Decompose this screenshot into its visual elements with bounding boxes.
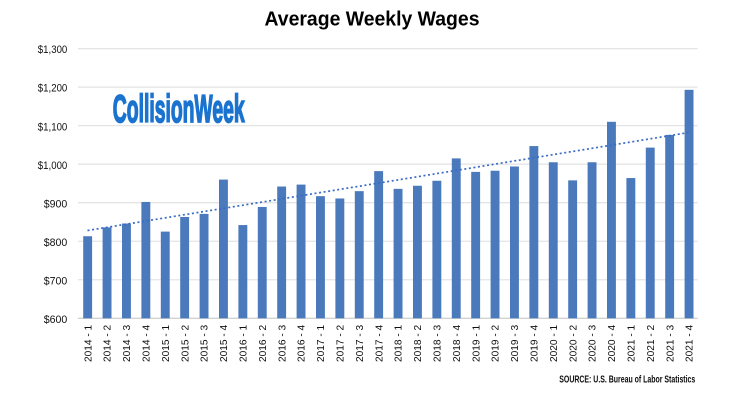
svg-text:2016 - 3: 2016 - 3 [276,325,288,362]
svg-text:2020 - 4: 2020 - 4 [606,325,618,362]
svg-text:2018 - 3: 2018 - 3 [431,325,443,362]
svg-text:$1,100: $1,100 [38,121,68,133]
svg-text:2021 - 3: 2021 - 3 [664,325,676,362]
svg-text:$1,200: $1,200 [38,83,68,95]
svg-text:2017 - 4: 2017 - 4 [373,325,385,362]
svg-text:2021 - 1: 2021 - 1 [625,325,637,362]
svg-text:2014 - 2: 2014 - 2 [102,325,114,362]
svg-text:2018 - 2: 2018 - 2 [412,325,424,362]
svg-text:2014 - 4: 2014 - 4 [140,325,152,362]
svg-text:$900: $900 [44,198,68,210]
svg-text:2021 - 2: 2021 - 2 [645,325,657,362]
svg-text:$700: $700 [44,275,68,287]
svg-text:2016 - 1: 2016 - 1 [237,325,249,362]
svg-text:CollisionWeek: CollisionWeek [113,88,245,131]
svg-text:2017 - 3: 2017 - 3 [354,325,366,362]
svg-text:2016 - 4: 2016 - 4 [296,325,308,362]
svg-text:2017 - 2: 2017 - 2 [334,325,346,362]
svg-text:2018 - 4: 2018 - 4 [451,325,463,362]
svg-text:2014 - 3: 2014 - 3 [121,325,133,362]
svg-text:2019 - 2: 2019 - 2 [490,325,502,362]
svg-text:2018 - 1: 2018 - 1 [393,325,405,362]
svg-text:2020 - 3: 2020 - 3 [587,325,599,362]
svg-text:2019 - 3: 2019 - 3 [509,325,521,362]
svg-text:2016 - 2: 2016 - 2 [257,325,269,362]
svg-text:2015 - 1: 2015 - 1 [160,325,172,362]
svg-text:2020 - 2: 2020 - 2 [567,325,579,362]
svg-text:Average Weekly Wages: Average Weekly Wages [265,8,480,31]
svg-text:$800: $800 [44,237,68,249]
svg-text:2017 - 1: 2017 - 1 [315,325,327,362]
svg-text:2015 - 4: 2015 - 4 [218,325,230,362]
svg-text:2020 - 1: 2020 - 1 [548,325,560,362]
svg-text:SOURCE: U.S. Bureau of Labor S: SOURCE: U.S. Bureau of Labor Statistics [559,374,695,385]
svg-text:2015 - 3: 2015 - 3 [199,325,211,362]
svg-text:$1,300: $1,300 [38,44,68,56]
svg-text:2019 - 1: 2019 - 1 [470,325,482,362]
svg-text:2015 - 2: 2015 - 2 [179,325,191,362]
svg-text:$1,000: $1,000 [38,160,68,172]
svg-text:$600: $600 [44,314,68,326]
svg-text:2014 - 1: 2014 - 1 [82,325,94,362]
svg-text:2021 - 4: 2021 - 4 [684,325,696,362]
svg-text:2019 - 4: 2019 - 4 [528,325,540,362]
